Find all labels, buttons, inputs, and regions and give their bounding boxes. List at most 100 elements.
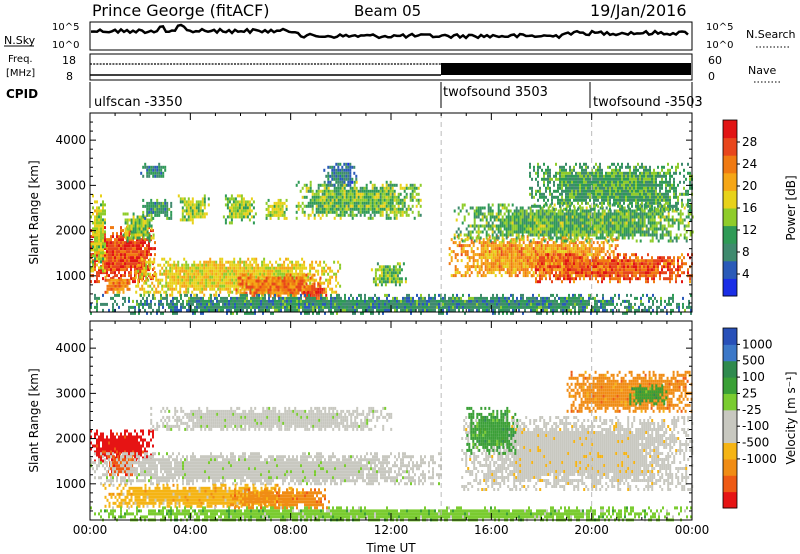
nsky-strip: N.Sky 10^5 10^0 10^5 10^0 N.Search bbox=[4, 21, 796, 51]
nsky-trace bbox=[90, 23, 689, 40]
velocity-colorbar-segment-6 bbox=[723, 409, 737, 427]
power-echo-region-13 bbox=[323, 162, 358, 187]
velocity-colorbar-tick-0: 1000 bbox=[742, 337, 773, 351]
velocity-colorbar-segment-8 bbox=[723, 377, 737, 394]
power-echo-region-15 bbox=[140, 162, 167, 178]
power-colorbar-tick-6: 28 bbox=[742, 135, 757, 149]
x-tick-3: 12:00 bbox=[374, 523, 409, 537]
x-tick-0: 00:00 bbox=[73, 523, 108, 537]
power-colorbar-tick-4: 20 bbox=[742, 179, 757, 193]
velocity-colorbar-segment-3 bbox=[723, 458, 737, 476]
velocity-echo-region-4 bbox=[150, 406, 393, 431]
nave-tick-bottom: 0 bbox=[708, 70, 715, 83]
power-colorbar-segment-2 bbox=[723, 260, 737, 279]
nave-tick-top: 60 bbox=[708, 54, 722, 67]
power-echo-region-7 bbox=[222, 194, 257, 225]
power-colorbar-segment-8 bbox=[723, 155, 737, 174]
power-colorbar: 4 8 12 16 20 24 28 Power [dB] bbox=[722, 119, 798, 297]
power-echo-region-2 bbox=[104, 275, 131, 294]
velocity-y-axis-label: Slant Range [km] bbox=[27, 368, 41, 472]
nave-trace-block bbox=[441, 63, 691, 75]
velocity-colorbar-segment-9 bbox=[723, 360, 737, 378]
velocity-colorbar-segment-11 bbox=[723, 328, 737, 345]
cpid-label: CPID bbox=[6, 87, 38, 101]
power-echo-region-6 bbox=[177, 194, 210, 225]
power-colorbar-tick-0: 4 bbox=[742, 267, 750, 281]
power-y-axis-label: Slant Range [km] bbox=[27, 160, 41, 264]
velocity-colorbar-segment-4 bbox=[723, 442, 737, 460]
nsearch-tick-top: 10^5 bbox=[706, 22, 733, 33]
velocity-y-tick-1000: 1000 bbox=[55, 477, 86, 491]
power-echo-region-8 bbox=[265, 198, 288, 220]
freq-label-line2: [MHz] bbox=[6, 68, 35, 79]
power-colorbar-label: Power [dB] bbox=[784, 175, 798, 240]
velocity-colorbar: 1000 500 100 25 -25 -100 -500 -1000 Velocity [m … bbox=[722, 327, 798, 509]
power-colorbar-segment-7 bbox=[723, 172, 737, 191]
power-colorbar-segment-6 bbox=[723, 190, 737, 209]
power-colorbar-segment-9 bbox=[723, 137, 737, 156]
velocity-colorbar-tick-3: 25 bbox=[742, 386, 757, 400]
nsearch-label: N.Search bbox=[746, 28, 796, 41]
power-echo-region-14 bbox=[370, 262, 407, 287]
cpid-segment-2: twofsound 3503 bbox=[443, 85, 548, 100]
velocity-colorbar-segment-7 bbox=[723, 393, 737, 411]
power-echo-region-4 bbox=[122, 212, 155, 243]
beam-label: Beam 05 bbox=[354, 2, 421, 20]
velocity-colorbar-segment-1 bbox=[723, 491, 737, 509]
power-colorbar-tick-1: 8 bbox=[742, 245, 750, 259]
power-echo-region-5 bbox=[142, 198, 173, 220]
power-echo-region-3 bbox=[90, 194, 106, 273]
date-label: 19/Jan/2016 bbox=[590, 1, 687, 20]
freq-tick-bottom: 8 bbox=[66, 70, 73, 83]
x-tick-1: 04:00 bbox=[173, 523, 208, 537]
power-panel: 1000 2000 3000 4000 Slant Range [km] 4 8 12 16 20… bbox=[27, 112, 798, 315]
x-tick-6: 00:00 bbox=[675, 523, 710, 537]
power-colorbar-segment-3 bbox=[723, 243, 737, 262]
velocity-panel: 1000 2000 3000 4000 00:00 04:00 08:00 12:00 16:0… bbox=[27, 320, 798, 537]
velocity-colorbar-tick-2: 100 bbox=[742, 370, 765, 384]
nsky-label: N.Sky bbox=[4, 34, 36, 47]
velocity-colorbar-tick-7: -1000 bbox=[742, 452, 777, 466]
x-tick-5: 20:00 bbox=[574, 523, 609, 537]
velocity-echo-region-1 bbox=[90, 429, 154, 463]
nsky-tick-bottom: 10^0 bbox=[52, 40, 79, 51]
velocity-colorbar-segment-10 bbox=[723, 344, 737, 362]
cpid-segment-1: ulfscan -3350 bbox=[94, 95, 182, 110]
power-colorbar-tick-2: 12 bbox=[742, 223, 757, 237]
power-echo-region-19 bbox=[529, 162, 693, 211]
velocity-y-tick-3000: 3000 bbox=[55, 386, 86, 400]
x-tick-2: 08:00 bbox=[273, 523, 308, 537]
power-y-tick-2000: 2000 bbox=[55, 224, 86, 238]
velocity-colorbar-tick-5: -100 bbox=[742, 419, 769, 433]
power-y-tick-3000: 3000 bbox=[55, 178, 86, 192]
power-colorbar-tick-3: 16 bbox=[742, 201, 757, 215]
nsky-tick-top: 10^5 bbox=[52, 22, 79, 33]
cpid-segment-3: twofsound -3503 bbox=[593, 95, 703, 110]
power-echo-region-20 bbox=[90, 293, 692, 315]
x-tick-4: 16:00 bbox=[474, 523, 509, 537]
nsearch-tick-bottom: 10^0 bbox=[706, 40, 733, 51]
power-colorbar-segment-5 bbox=[723, 208, 737, 227]
velocity-echo-region-6 bbox=[228, 488, 330, 510]
velocity-echo-region-9 bbox=[466, 406, 519, 455]
power-echo-region-12 bbox=[295, 180, 422, 220]
velocity-y-tick-4000: 4000 bbox=[55, 341, 86, 355]
power-colorbar-tick-5: 24 bbox=[742, 157, 757, 171]
nave-label: Nave bbox=[748, 64, 776, 77]
freq-tick-top: 18 bbox=[62, 54, 76, 67]
station-title: Prince George (fitACF) bbox=[92, 1, 270, 20]
velocity-colorbar-label: Velocity [m s⁻¹] bbox=[784, 371, 798, 464]
velocity-colorbar-tick-6: -500 bbox=[742, 436, 769, 450]
velocity-colorbar-segment-5 bbox=[723, 426, 737, 444]
velocity-colorbar-tick-1: 500 bbox=[742, 354, 765, 368]
velocity-echo-region-11 bbox=[629, 384, 668, 406]
power-y-tick-1000: 1000 bbox=[55, 269, 86, 283]
freq-nave-strip: Freq. [MHz] 18 8 60 0 Nave bbox=[6, 53, 782, 83]
power-colorbar-segment-10 bbox=[723, 120, 737, 139]
velocity-y-tick-2000: 2000 bbox=[55, 432, 86, 446]
velocity-echo-region-3 bbox=[90, 452, 442, 486]
x-axis-label: Time UT bbox=[365, 541, 416, 554]
power-colorbar-segment-1 bbox=[723, 278, 737, 297]
velocity-colorbar-segment-2 bbox=[723, 475, 737, 493]
